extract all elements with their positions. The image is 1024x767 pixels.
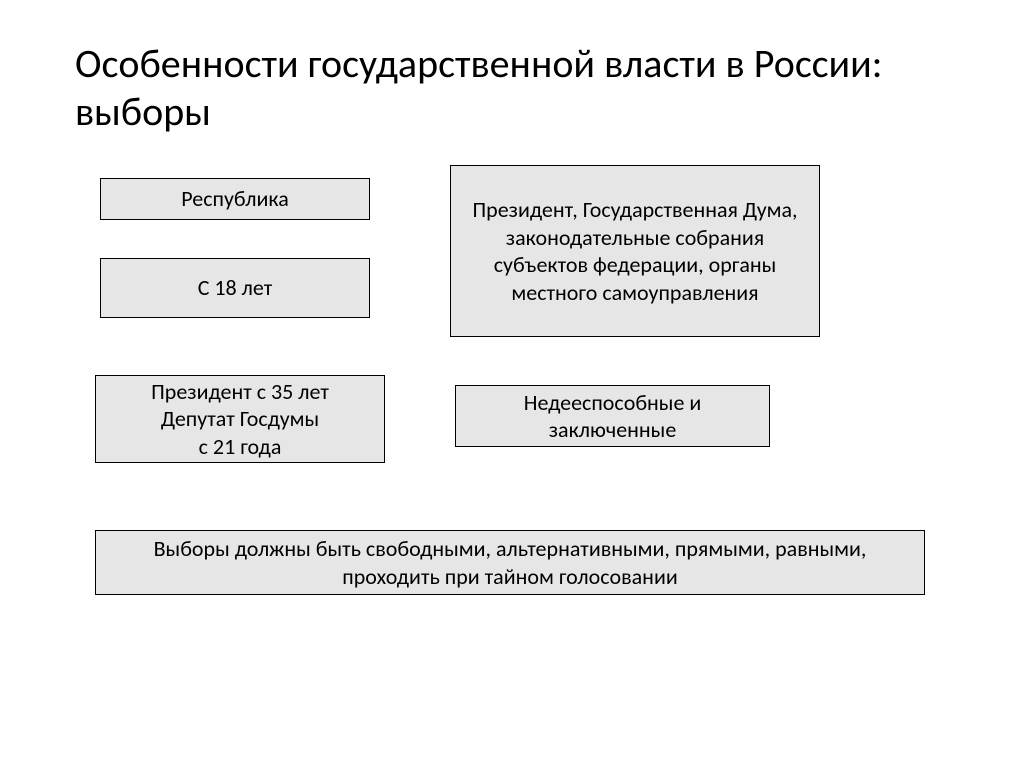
box-elections-principles-text: Выборы должны быть свободными, альтернат… [108, 535, 912, 590]
box-age-requirements-text: Президент с 35 лет Депутат Госдумы с 21 … [151, 378, 329, 461]
box-republic-text: Республика [181, 185, 289, 213]
slide-title: Особенности государственной власти в Рос… [75, 40, 949, 136]
box-president-list-text: Президент, Государственная Дума, законод… [463, 196, 807, 306]
box-president-list: Президент, Государственная Дума, законод… [450, 165, 820, 337]
box-age18-text: С 18 лет [198, 274, 273, 302]
box-age-requirements: Президент с 35 лет Депутат Госдумы с 21 … [95, 375, 385, 463]
box-elections-principles: Выборы должны быть свободными, альтернат… [95, 530, 925, 595]
box-incapable-text: Недееспособные и заключенные [468, 389, 757, 444]
box-incapable: Недееспособные и заключенные [455, 385, 770, 447]
box-republic: Республика [100, 178, 370, 220]
box-age18: С 18 лет [100, 258, 370, 318]
